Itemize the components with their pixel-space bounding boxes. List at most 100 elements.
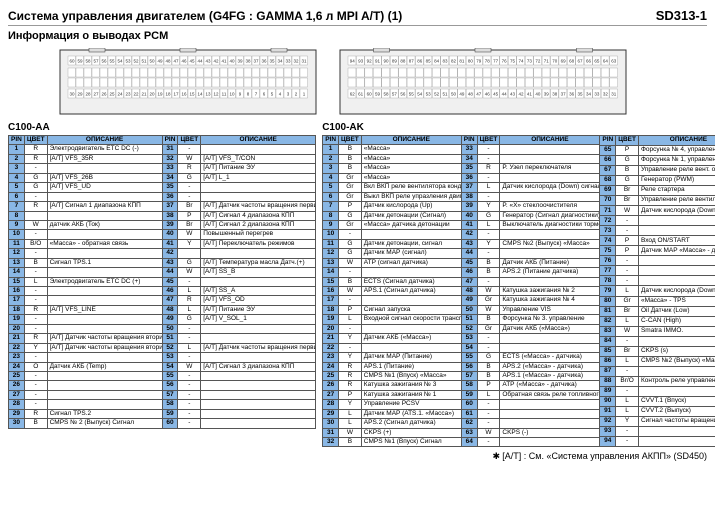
color-cell: - [24, 381, 47, 390]
table-row: 16- [9, 287, 163, 296]
desc-cell [500, 230, 600, 239]
pin-cell: 21 [323, 334, 339, 343]
pin-cell: 76 [600, 256, 616, 266]
desc-cell: Выключатель диагностики тормозов [500, 220, 600, 229]
color-cell: B [477, 315, 500, 324]
desc-cell [638, 266, 715, 276]
color-cell: P [616, 146, 639, 156]
pin-cell: 28 [9, 400, 25, 409]
pin-cell: 14 [323, 268, 339, 277]
color-cell: - [178, 419, 201, 428]
svg-text:91: 91 [375, 59, 381, 64]
table-row: 41Y[А/Т] Переключатель режимов [162, 239, 316, 248]
pin-cell: 32 [162, 154, 178, 163]
color-cell: W [178, 268, 201, 277]
pin-cell: 50 [461, 305, 477, 314]
svg-text:18: 18 [165, 92, 171, 97]
pin-cell: 34 [162, 173, 178, 182]
table-row: 23YДатчик MAP (Питание) [323, 353, 462, 362]
color-cell: P [616, 236, 639, 246]
pin-cell: 55 [162, 371, 178, 380]
col-header: PIN [323, 136, 339, 145]
pin-cell: 8 [323, 211, 339, 220]
col-header: ОПИСАНИЕ [361, 136, 461, 145]
pin-cell: 52 [461, 324, 477, 333]
desc-cell: Форсунка № 1, управления [638, 156, 715, 166]
pin-cell: 30 [9, 419, 25, 428]
desc-cell: [А/Т] Переключатель режимов [201, 239, 316, 248]
svg-text:92: 92 [367, 59, 373, 64]
pin-cell: 88 [600, 376, 616, 386]
pin-cell: 57 [461, 371, 477, 380]
color-cell: L [477, 220, 500, 229]
desc-cell: Oil Датчик (Low) [638, 306, 715, 316]
pin-cell: 19 [9, 315, 25, 324]
color-cell: G [339, 239, 362, 248]
color-cell: - [178, 334, 201, 343]
table-row: 62- [461, 419, 600, 428]
color-cell: - [339, 343, 362, 352]
pin-cell: 14 [9, 268, 25, 277]
table-row: 2B«Масса» [323, 154, 462, 163]
pin-cell: 75 [600, 246, 616, 256]
svg-text:39: 39 [237, 59, 243, 64]
color-cell: Br [616, 346, 639, 356]
color-cell: L [616, 356, 639, 366]
table-row: 6- [9, 192, 163, 201]
pin-cell: 46 [461, 268, 477, 277]
table-row: 15BECTS (Сигнал датчика) [323, 277, 462, 286]
color-cell: - [24, 324, 47, 333]
desc-cell [638, 426, 715, 436]
desc-cell: APS.1 (Питание) [361, 362, 461, 371]
pin-cell: 42 [461, 230, 477, 239]
svg-text:66: 66 [586, 59, 592, 64]
desc-cell [201, 183, 316, 192]
desc-cell [47, 324, 162, 333]
table-row: 4Gr«Масса» [323, 173, 462, 182]
desc-cell: Форсунка № 4, управление [638, 146, 715, 156]
pin-cell: 90 [600, 396, 616, 406]
pin-cell: 48 [162, 305, 178, 314]
table-row: 93- [600, 426, 715, 436]
table-row: 25RCMPS №1 (Впуск) «Масса» [323, 371, 462, 380]
svg-text:39: 39 [544, 92, 550, 97]
desc-cell [638, 366, 715, 376]
table-row: 42- [461, 230, 600, 239]
pin-cell: 81 [600, 306, 616, 316]
desc-cell: Датчик кислорода (Down) сигнал [500, 183, 600, 192]
table-row: 51- [162, 334, 316, 343]
pin-cell: 3 [9, 164, 25, 173]
color-cell: - [616, 336, 639, 346]
table-row: 54W[А/Т] Сигнал 3 диапазона КПП [162, 362, 316, 371]
pin-cell: 84 [600, 336, 616, 346]
table-row: 12GДатчик MAP (сигнал) [323, 249, 462, 258]
table-row: 46BAPS.2 (Питание датчика) [461, 268, 600, 277]
desc-cell: Датчик детонации (Сигнал) [361, 211, 461, 220]
pin-cell: 39 [162, 220, 178, 229]
color-cell: B [477, 258, 500, 267]
color-cell: Br [178, 202, 201, 211]
desc-cell: APS.1 (Сигнал датчика) [361, 287, 461, 296]
svg-text:70: 70 [552, 59, 558, 64]
pin-cell: 45 [461, 258, 477, 267]
svg-text:54: 54 [117, 59, 123, 64]
table-row: 24OДатчик АКБ (Temp) [9, 362, 163, 371]
table-row: 13BСигнал TPS.1 [9, 258, 163, 267]
pin-cell: 9 [323, 220, 339, 229]
table-row: 31- [162, 145, 316, 154]
desc-cell: ECTS (Сигнал датчика) [361, 277, 461, 286]
pin-cell: 20 [323, 324, 339, 333]
color-cell: B/O [24, 239, 47, 248]
table-row: 17- [323, 296, 462, 305]
table-row: 28YУправление PCSV [323, 400, 462, 409]
pin-cell: 37 [162, 202, 178, 211]
color-cell: Gr [339, 183, 362, 192]
pin-cell: 23 [323, 353, 339, 362]
desc-cell: CKPS (+) [361, 428, 461, 437]
svg-text:46: 46 [485, 92, 491, 97]
color-cell: - [178, 409, 201, 418]
pin-cell: 23 [9, 353, 25, 362]
color-cell: B [339, 164, 362, 173]
svg-text:58: 58 [85, 59, 91, 64]
color-cell: - [616, 366, 639, 376]
